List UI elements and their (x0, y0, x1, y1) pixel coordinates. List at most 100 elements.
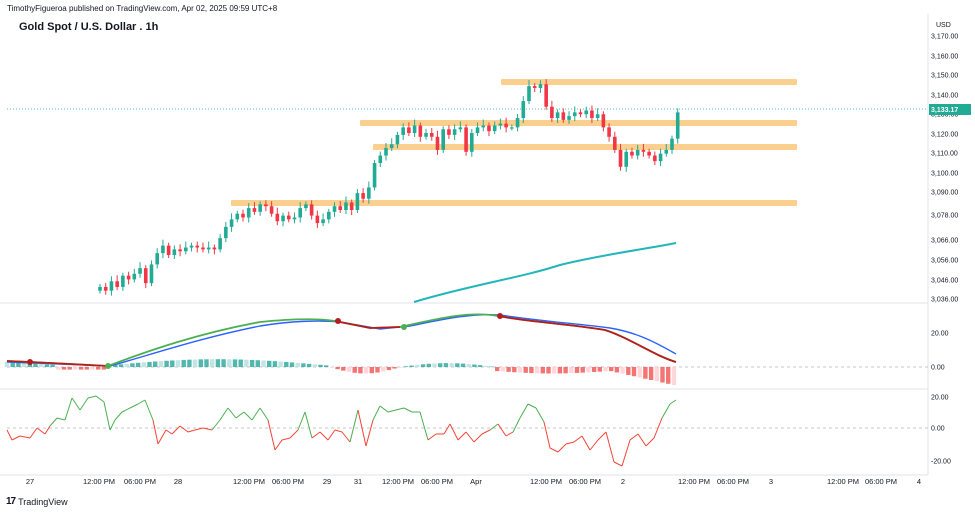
macd-histogram-bar (329, 367, 335, 368)
oscillator-segment (187, 429, 196, 433)
oscillator-segment (71, 397, 81, 411)
macd-histogram-bar (523, 367, 528, 373)
oscillator-segment (549, 447, 559, 453)
candle-body (584, 110, 588, 115)
macd-histogram-bar (580, 367, 585, 373)
macd-histogram-bar (272, 361, 278, 367)
oscillator-segment (319, 431, 329, 441)
macd-histogram-bar (409, 365, 414, 367)
candle-body (658, 153, 663, 162)
candle-body (607, 127, 611, 137)
price-tick-label: 3,036.00 (931, 297, 958, 304)
oscillator-segment (527, 403, 537, 409)
oscillator-segment (227, 407, 237, 419)
oscillator-segment (669, 399, 677, 405)
candle-body (578, 112, 583, 115)
macd-histogram-bar (158, 361, 164, 367)
candles (98, 79, 680, 296)
candle-body (458, 127, 463, 130)
price-tick-label: 3,110.00 (931, 151, 958, 158)
candle-body (246, 208, 251, 218)
tradingview-brand-text: TradingView (18, 496, 68, 507)
macd-histogram-bar (455, 363, 460, 367)
macd-histogram-bar (637, 367, 642, 378)
oscillator-segment (449, 423, 459, 441)
chart-canvas[interactable]: 3,170.003,160.003,150.003,140.003,130.00… (0, 0, 975, 493)
macd-histogram-bar (363, 367, 369, 374)
candle-body (470, 133, 474, 152)
candle-body (241, 213, 245, 218)
oscillator-segment (137, 399, 146, 405)
macd-histogram-bar (10, 362, 15, 367)
macd-histogram-bar (249, 359, 255, 367)
oscillator-segment (637, 433, 647, 447)
macd-tick-label: 20.00 (931, 331, 949, 338)
macd-histogram-bar (221, 359, 226, 367)
oscillator-segment (267, 419, 276, 451)
oscillator-segment (512, 417, 521, 433)
oscillator-segment (259, 407, 269, 421)
macd-histogram-bar (215, 359, 221, 367)
macd-histogram-bar (546, 367, 551, 374)
time-tick-label: 06:00 PM (717, 477, 749, 486)
candle-body (515, 118, 520, 128)
time-tick-label: 12:00 PM (233, 477, 265, 486)
oscillator-segment (179, 425, 189, 433)
resistance-zone (360, 120, 797, 126)
candle-body (304, 204, 308, 209)
oscillator-segment (543, 421, 551, 449)
publisher-info: TimothyFigueroa published on TradingView… (7, 4, 278, 13)
ema-line (413, 242, 677, 303)
cross-marker (497, 313, 503, 319)
oscillator-segment (589, 439, 599, 451)
macd-histogram-bar (643, 367, 648, 379)
resistance-zones (231, 79, 797, 206)
macd-histogram-bar (534, 367, 540, 374)
oscillator-segment (109, 419, 116, 431)
tradingview-logo[interactable]: 17 TradingView (6, 496, 68, 507)
time-tick-label: 29 (323, 477, 331, 486)
oscillator-segment (297, 411, 306, 431)
oscillator-segment (427, 433, 437, 441)
candle-body (412, 125, 417, 134)
oscillator-segment (645, 437, 655, 447)
time-tick-label: 3 (769, 477, 773, 486)
candle-body (98, 286, 102, 291)
macd-histogram-bar (295, 362, 300, 367)
oscillator-segment (349, 409, 359, 443)
macd-histogram-bar (232, 359, 238, 367)
candle-body (252, 208, 257, 212)
macd-pane (4, 313, 928, 386)
candle-body (189, 245, 194, 248)
candle-body (618, 149, 623, 167)
oscillator-segment (56, 417, 66, 421)
candle-body (344, 202, 348, 210)
candle-body (286, 215, 291, 220)
oscillator-segment (565, 441, 575, 445)
macd-histogram-bar (135, 362, 141, 367)
oscillator-segment (289, 429, 299, 439)
candle-body (349, 202, 354, 210)
macd-histogram-bar (306, 363, 312, 367)
oscillator-segment (281, 437, 291, 441)
oscillator-segment (403, 407, 413, 413)
oscillator-segment (274, 439, 283, 451)
macd-histogram-bar (398, 366, 403, 368)
symbol-title[interactable]: Gold Spot / U.S. Dollar . 1h (19, 21, 159, 33)
tradingview-logo-icon: 17 (6, 496, 16, 507)
candle-body (355, 193, 360, 210)
oscillator-segment (395, 407, 405, 411)
oscillator-segment (357, 409, 367, 447)
time-tick-label: 12:00 PM (83, 477, 115, 486)
macd-histogram-bar (90, 367, 95, 370)
cross-marker (401, 324, 407, 330)
macd-signal-segment (6, 360, 109, 367)
macd-histogram-bar (352, 367, 357, 373)
oscillator-segment (341, 431, 351, 443)
macd-histogram-bar (574, 367, 580, 373)
macd-histogram-bar (261, 360, 266, 367)
macd-histogram-bar (540, 367, 545, 374)
macd-histogram-bar (614, 367, 620, 373)
time-tick-label: 12:00 PM (827, 477, 859, 486)
macd-histogram-bar (603, 367, 608, 372)
